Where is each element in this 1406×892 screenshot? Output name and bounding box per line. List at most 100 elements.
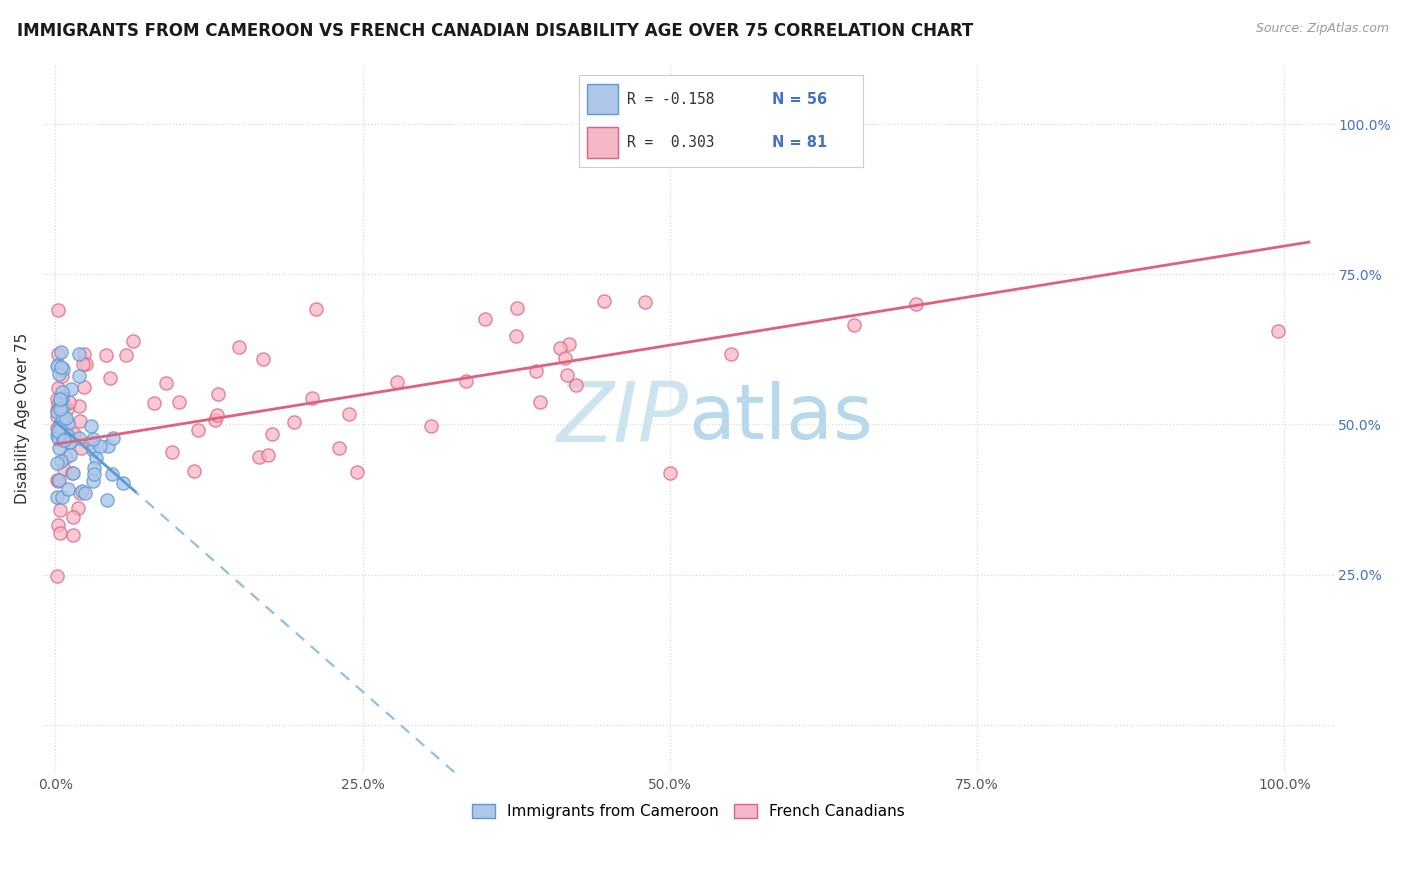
Point xyxy=(506,301,529,315)
Point xyxy=(55,425,77,440)
Point xyxy=(66,500,89,515)
Point xyxy=(554,351,576,366)
Point xyxy=(67,368,90,383)
Point xyxy=(529,395,551,409)
Point xyxy=(346,465,368,479)
Point xyxy=(89,439,111,453)
Point xyxy=(52,362,75,376)
Text: IMMIGRANTS FROM CAMEROON VS FRENCH CANADIAN DISABILITY AGE OVER 75 CORRELATION C: IMMIGRANTS FROM CAMEROON VS FRENCH CANAD… xyxy=(17,22,973,40)
Point xyxy=(593,294,616,309)
Point xyxy=(114,348,136,362)
Point xyxy=(72,358,94,372)
Text: ZIP: ZIP xyxy=(557,378,689,458)
Point xyxy=(48,403,70,417)
Point xyxy=(49,392,72,406)
Point xyxy=(420,418,443,433)
Point xyxy=(328,441,350,455)
Point xyxy=(80,434,103,449)
Point xyxy=(45,392,67,406)
Point xyxy=(634,294,657,309)
Y-axis label: Disability Age Over 75: Disability Age Over 75 xyxy=(15,333,30,504)
Point xyxy=(69,442,91,456)
Point xyxy=(52,398,75,412)
Text: atlas: atlas xyxy=(689,382,873,456)
Point xyxy=(60,382,83,396)
Point xyxy=(69,414,91,428)
Point xyxy=(84,450,107,465)
Point xyxy=(46,358,69,372)
Point xyxy=(46,381,69,395)
Point xyxy=(387,376,409,390)
Point xyxy=(55,411,77,425)
Point xyxy=(205,409,228,423)
Point xyxy=(62,527,84,541)
Point xyxy=(524,364,547,378)
Point xyxy=(82,433,104,447)
Point xyxy=(52,411,75,425)
Point xyxy=(658,466,681,480)
Point xyxy=(49,402,72,417)
Point xyxy=(46,474,69,488)
Point xyxy=(45,490,67,504)
Point xyxy=(46,396,69,410)
Point xyxy=(46,432,69,446)
Point xyxy=(73,486,96,500)
Point xyxy=(45,420,67,434)
Point xyxy=(73,380,96,394)
Point xyxy=(48,421,70,435)
Point xyxy=(49,392,72,407)
Point xyxy=(69,485,91,500)
Point xyxy=(565,378,588,392)
Point xyxy=(67,399,90,413)
Point xyxy=(73,347,96,361)
Point xyxy=(262,427,284,442)
Point xyxy=(301,391,323,405)
Point xyxy=(60,466,83,480)
Point xyxy=(228,340,250,354)
Point xyxy=(63,426,86,441)
Point xyxy=(52,433,75,447)
Legend: Immigrants from Cameroon, French Canadians: Immigrants from Cameroon, French Canadia… xyxy=(465,798,911,825)
Point xyxy=(67,347,90,361)
Point xyxy=(720,346,742,360)
Point xyxy=(59,448,82,462)
Point xyxy=(82,443,104,458)
Point xyxy=(558,337,581,351)
Point xyxy=(256,448,278,462)
Point xyxy=(904,297,927,311)
Point xyxy=(45,457,67,471)
Point xyxy=(82,474,104,488)
Point xyxy=(51,401,73,415)
Point xyxy=(96,493,118,508)
Point xyxy=(45,359,67,374)
Point xyxy=(53,462,76,476)
Point xyxy=(207,387,229,401)
Point xyxy=(52,434,75,448)
Point xyxy=(122,334,145,348)
Point xyxy=(55,428,77,442)
Point xyxy=(555,368,578,382)
Point xyxy=(456,374,478,388)
Point xyxy=(83,461,105,475)
Point xyxy=(45,405,67,419)
Point xyxy=(56,482,79,496)
Point xyxy=(62,510,84,524)
Point xyxy=(143,395,166,409)
Point xyxy=(169,395,191,409)
Point xyxy=(103,431,125,445)
Point xyxy=(45,409,67,423)
Point xyxy=(1267,324,1289,338)
Point xyxy=(51,421,73,435)
Point xyxy=(58,395,80,409)
Point xyxy=(59,434,82,449)
Point xyxy=(51,385,73,400)
Point xyxy=(96,348,118,362)
Point xyxy=(45,427,67,442)
Point xyxy=(48,473,70,487)
Point xyxy=(67,431,90,445)
Point xyxy=(83,467,105,481)
Point xyxy=(45,474,67,488)
Point xyxy=(56,417,79,431)
Point xyxy=(62,466,84,480)
Point xyxy=(844,318,866,332)
